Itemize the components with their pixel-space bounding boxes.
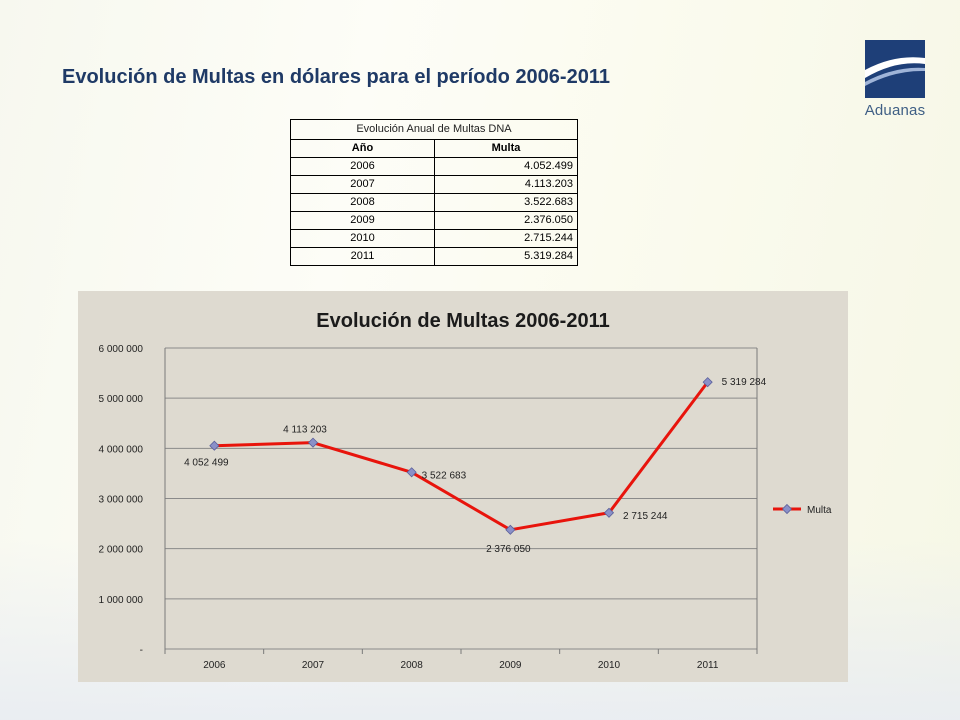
y-tick-label: 4 000 000 — [99, 444, 144, 455]
table-caption: Evolución Anual de Multas DNA — [290, 119, 578, 139]
data-label: 5 319 284 — [722, 377, 767, 388]
cell-year: 2011 — [290, 247, 435, 266]
data-point-marker — [406, 467, 417, 478]
data-point-marker — [702, 377, 713, 388]
cell-fine: 5.319.284 — [434, 247, 578, 266]
cell-fine: 4.052.499 — [434, 157, 578, 176]
y-tick-label: - — [140, 645, 143, 656]
table-row: 2009 2.376.050 — [290, 211, 578, 230]
logo-mark-icon — [865, 40, 925, 98]
cell-fine: 2.376.050 — [434, 211, 578, 230]
table-row: 2008 3.522.683 — [290, 193, 578, 212]
cell-fine: 4.113.203 — [434, 175, 578, 194]
table-header-row: Año Multa — [290, 139, 578, 158]
cell-fine: 2.715.244 — [434, 229, 578, 248]
x-tick-label: 2007 — [302, 660, 325, 671]
legend-label-multa: Multa — [807, 505, 832, 516]
y-tick-label: 1 000 000 — [99, 595, 144, 606]
cell-year: 2009 — [290, 211, 435, 230]
logo-text: Aduanas — [864, 102, 926, 119]
series-line-multa — [214, 381, 709, 532]
column-header-fine: Multa — [434, 139, 578, 158]
x-tick-label: 2009 — [499, 660, 522, 671]
cell-year: 2007 — [290, 175, 435, 194]
data-point-marker — [603, 507, 615, 518]
cell-year: 2008 — [290, 193, 435, 212]
aduanas-logo: Aduanas — [860, 40, 930, 122]
x-tick-label: 2006 — [203, 660, 226, 671]
y-tick-label: 2 000 000 — [99, 545, 144, 556]
data-label: 4 052 499 — [184, 458, 229, 469]
data-point-marker — [209, 440, 220, 451]
page-title: Evolución de Multas en dólares para el p… — [62, 66, 610, 88]
x-tick-label: 2008 — [401, 660, 424, 671]
line-chart: Evolución de Multas 2006-2011 - 1 000 000 2… — [78, 291, 848, 682]
data-point-marker — [505, 524, 516, 535]
data-label: 2 715 244 — [623, 511, 668, 522]
cell-year: 2010 — [290, 229, 435, 248]
chart-title: Evolución de Multas 2006-2011 — [316, 310, 609, 332]
x-tick-label: 2011 — [697, 660, 719, 671]
column-header-year: Año — [290, 139, 435, 158]
cell-year: 2006 — [290, 157, 435, 176]
x-tick-label: 2010 — [598, 660, 621, 671]
data-label: 3 522 683 — [422, 470, 467, 481]
table-row: 2010 2.715.244 — [290, 229, 578, 248]
y-tick-label: 6 000 000 — [99, 344, 144, 355]
data-label: 4 113 203 — [283, 425, 327, 436]
fines-table: Evolución Anual de Multas DNA Año Multa … — [290, 119, 578, 266]
chart-canvas: Evolución de Multas 2006-2011 - 1 000 000 2… — [99, 310, 832, 671]
table-row: 2007 4.113.203 — [290, 175, 578, 194]
table-row: 2006 4.052.499 — [290, 157, 578, 176]
cell-fine: 3.522.683 — [434, 193, 578, 212]
y-tick-label: 5 000 000 — [99, 394, 144, 405]
table-row: 2011 5.319.284 — [290, 247, 578, 266]
y-tick-label: 3 000 000 — [99, 495, 144, 506]
data-label: 2 376 050 — [486, 544, 531, 555]
data-point-marker — [307, 437, 319, 448]
legend-marker-swatch — [781, 503, 793, 515]
